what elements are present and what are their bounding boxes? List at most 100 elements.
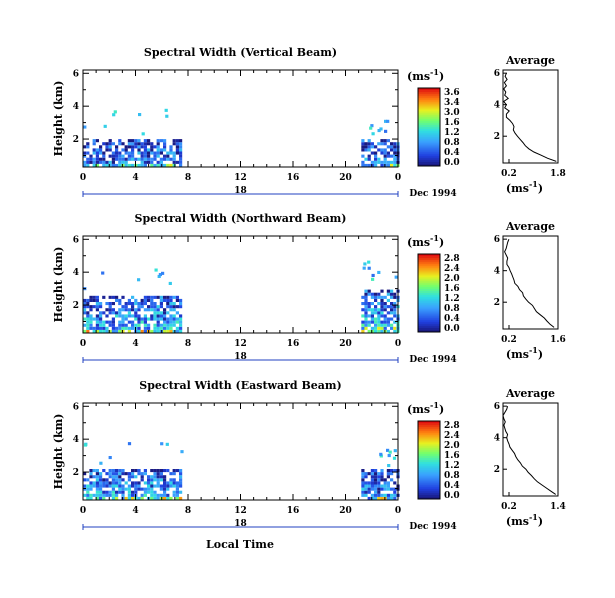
heatmap-cell [175, 469, 179, 473]
colorbar-swatch [418, 326, 440, 329]
colorbar-swatch [418, 105, 440, 108]
colorbar-swatch [418, 481, 440, 484]
heatmap-cell [99, 326, 103, 330]
heatmap-cell [370, 481, 374, 485]
colorbar-swatch [418, 487, 440, 490]
heatmap-cell [115, 298, 119, 302]
x-tick-label: 12 [234, 506, 247, 516]
heatmap-cell [137, 329, 141, 333]
heatmap-cell [140, 472, 144, 476]
heatmap-cell [380, 329, 384, 333]
heatmap-cell [83, 298, 87, 302]
heatmap-cell [143, 295, 147, 299]
colorbar-swatch [418, 421, 440, 424]
heatmap-cell [390, 142, 394, 146]
heatmap-cell [377, 326, 381, 330]
heatmap-cell [108, 163, 112, 167]
heatmap-cell [92, 298, 96, 302]
heatmap-cell [124, 314, 128, 318]
heatmap-cell [134, 469, 138, 473]
heatmap-cell [179, 317, 183, 321]
heatmap-cell [111, 478, 115, 482]
heatmap-cell [383, 139, 387, 143]
heatmap-cell [102, 490, 106, 494]
heatmap-cell [150, 308, 154, 312]
heatmap-cell [124, 496, 128, 500]
colorbar-swatch [418, 113, 440, 116]
heatmap-cell [370, 163, 374, 167]
heatmap-cell [134, 308, 138, 312]
heatmap-cell [150, 314, 154, 318]
heatmap-cell [367, 142, 371, 146]
heatmap-cell [102, 496, 106, 500]
heatmap-cell [127, 484, 131, 488]
colorbar-swatch [418, 495, 440, 498]
heatmap-cell [118, 311, 122, 315]
heatmap-cell [92, 326, 96, 330]
colorbar: 2.82.42.01.61.20.80.40.0 [417, 420, 460, 501]
heatmap-cell [102, 295, 106, 299]
heatmap-cell [127, 314, 131, 318]
heatmap-cell [361, 475, 365, 479]
heatmap-cell [159, 295, 163, 299]
heatmap-cell [374, 308, 378, 312]
heatmap-cell [147, 326, 151, 330]
heatmap-cell [380, 320, 384, 324]
colorbar-swatch [418, 461, 440, 465]
heatmap-cell [143, 326, 147, 330]
heatmap-cell [131, 481, 135, 485]
heatmap-cell [377, 292, 381, 296]
heatmap-cell [111, 484, 115, 488]
heatmap-cell [364, 308, 368, 312]
heatmap-cell [127, 145, 131, 149]
heatmap-cell [393, 487, 397, 491]
heatmap-cell [140, 298, 144, 302]
heatmap-cell [364, 317, 368, 321]
heatmap-cell [131, 469, 135, 473]
heatmap-cell [121, 157, 125, 161]
heatmap-cell [163, 145, 167, 149]
heatmap-cell [118, 139, 122, 143]
y-tick-label: 2 [73, 301, 79, 311]
heatmap-cell [118, 472, 122, 476]
heatmap-cell [111, 295, 115, 299]
heatmap-cell [150, 302, 154, 306]
heatmap-cell [377, 472, 381, 476]
heatmap-cell [383, 157, 387, 161]
heatmap-cell [166, 469, 170, 473]
colorbar-swatch [418, 448, 440, 451]
heatmap-cell [99, 496, 103, 500]
heatmap-cell [92, 151, 96, 155]
heatmap-cell [172, 472, 176, 476]
heatmap-cell [159, 305, 163, 309]
heatmap-cell [374, 298, 378, 302]
colorbar-swatch [418, 142, 440, 145]
average-x-tick-label: 1.4 [550, 502, 566, 512]
heatmap-cell [370, 151, 374, 155]
heatmap-cell [143, 329, 147, 333]
y-tick-label: 6 [73, 235, 79, 245]
heatmap-cell [383, 493, 387, 497]
colorbar-swatch [418, 296, 440, 300]
heatmap-cell [390, 289, 394, 293]
heatmap-cell [364, 148, 368, 152]
heatmap-cell [386, 163, 390, 167]
average-profile: Average 2 4 6 0.2 1.8 (ms-1) [494, 54, 566, 195]
heatmap-cell [361, 139, 365, 143]
heatmap-cell [127, 472, 131, 476]
heatmap-cell [105, 326, 109, 330]
heatmap-cell [118, 469, 122, 473]
heatmap-cell [89, 475, 93, 479]
heatmap-cell [86, 323, 90, 327]
heatmap-cell [166, 317, 170, 321]
heatmap-cell [179, 151, 183, 155]
average-y-tick-label: 4 [494, 101, 500, 111]
heatmap-cell [364, 472, 368, 476]
x-tick-label: 8 [185, 506, 191, 516]
heatmap-cells [83, 442, 400, 500]
heatmap-cell [374, 329, 378, 333]
heatmap-cell [124, 305, 128, 309]
average-title: Average [505, 220, 555, 233]
colorbar-tick-label: 0.8 [444, 304, 460, 314]
heatmap-cell [108, 154, 112, 158]
